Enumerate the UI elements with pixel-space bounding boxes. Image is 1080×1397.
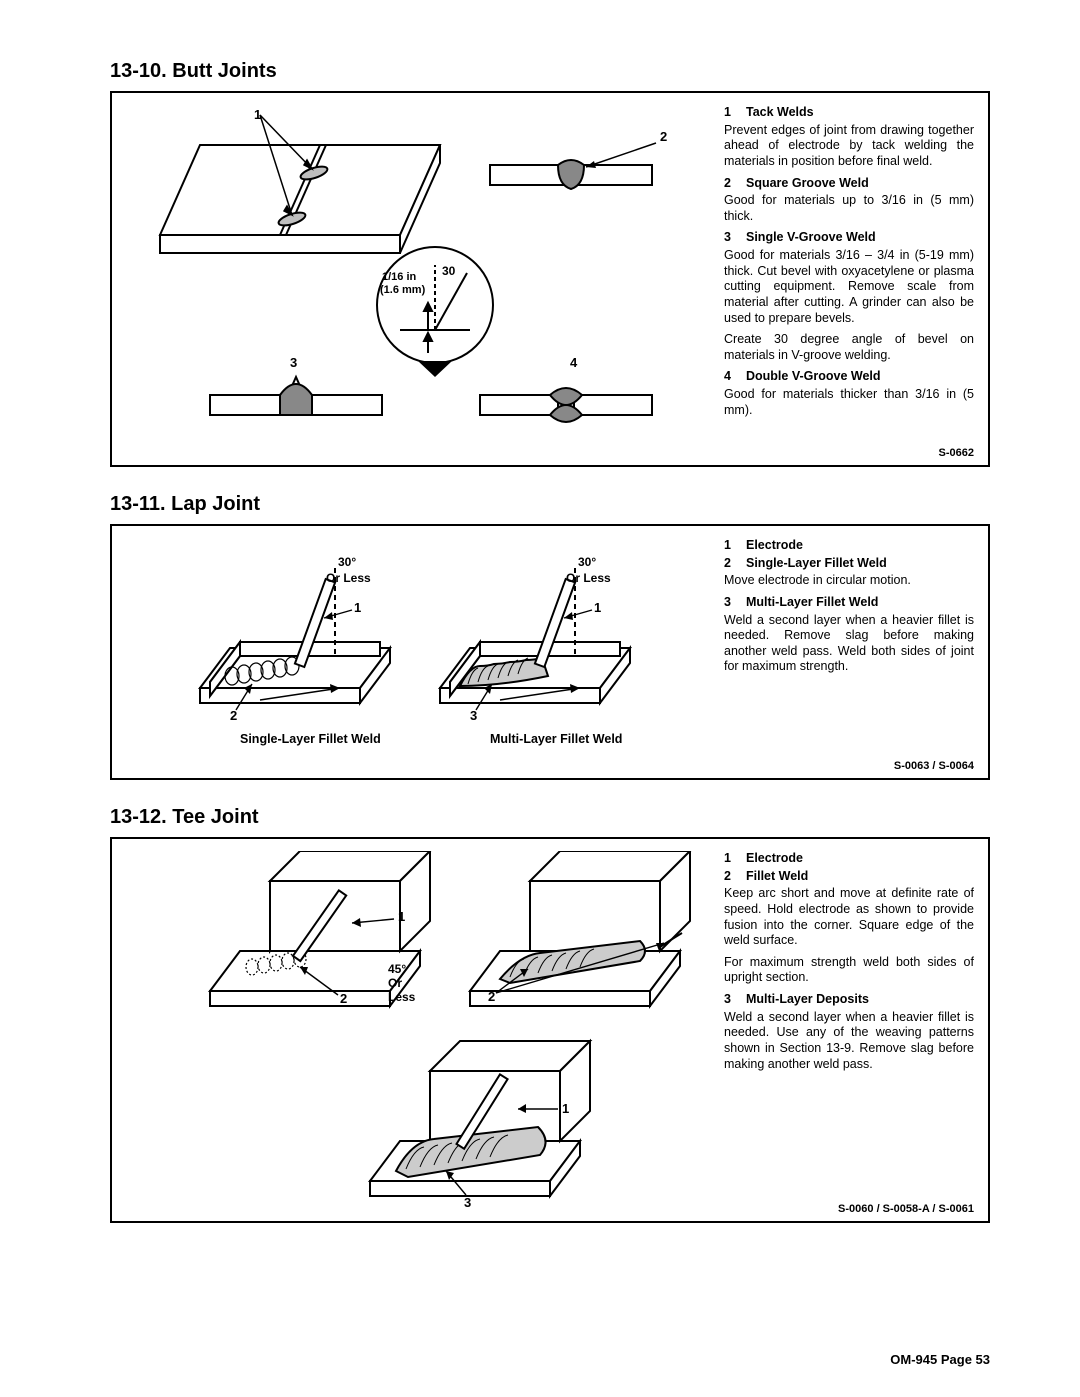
caption-lap-2: Multi-Layer Fillet Weld <box>490 732 622 746</box>
label-butt-4: 4 <box>570 355 578 370</box>
page: 13-10. Butt Joints <box>0 0 1080 1289</box>
text-col-lap: 1Electrode 2Single-Layer Fillet Weld Mov… <box>724 538 974 768</box>
label-tee-1a: 1 <box>398 909 405 924</box>
page-footer: OM-945 Page 53 <box>890 1352 990 1367</box>
label-lap-orless2: Or Less <box>566 571 611 585</box>
ref-code-tee: S-0060 / S-0058-A / S-0061 <box>838 1203 974 1215</box>
label-tee-less: Less <box>388 990 416 1004</box>
diagram-lap: 30° Or Less 1 2 <box>126 538 714 768</box>
text-col-tee: 1Electrode 2Fillet Weld Keep arc short a… <box>724 851 974 1211</box>
ref-code-butt: S-0662 <box>939 447 974 459</box>
label-tee-angle: 45° <box>388 962 406 976</box>
label-butt-gap1: 1/16 in <box>382 271 417 283</box>
label-lap-2a: 2 <box>230 708 237 723</box>
section-title-lap: 13-11. Lap Joint <box>110 493 990 516</box>
ref-code-lap: S-0063 / S-0064 <box>894 760 974 772</box>
figure-tee: 1 45° Or Less 2 <box>110 837 990 1223</box>
label-butt-3: 3 <box>290 355 297 370</box>
figure-butt: 1 2 <box>110 91 990 467</box>
label-lap-3b: 3 <box>470 708 477 723</box>
label-lap-1a: 1 <box>354 600 361 615</box>
caption-lap-1: Single-Layer Fillet Weld <box>240 732 381 746</box>
label-lap-orless1: Or Less <box>326 571 371 585</box>
label-tee-2b: 2 <box>488 989 495 1004</box>
label-tee-or: Or <box>388 976 402 990</box>
label-butt-2: 2 <box>660 129 667 144</box>
figure-lap: 30° Or Less 1 2 <box>110 524 990 780</box>
diagram-butt: 1 2 <box>126 105 714 455</box>
label-lap-angle1: 30° <box>338 555 356 569</box>
label-lap-angle2: 30° <box>578 555 596 569</box>
label-butt-gap2: (1.6 mm) <box>380 284 426 296</box>
section-title-tee: 13-12. Tee Joint <box>110 806 990 829</box>
label-tee-1c: 1 <box>562 1101 569 1116</box>
label-tee-3c: 3 <box>464 1195 471 1210</box>
diagram-tee: 1 45° Or Less 2 <box>126 851 714 1211</box>
label-lap-1b: 1 <box>594 600 601 615</box>
text-col-butt: 1Tack Welds Prevent edges of joint from … <box>724 105 974 455</box>
label-butt-angle: 30 <box>442 264 456 278</box>
label-butt-1: 1 <box>254 107 261 122</box>
section-title-butt: 13-10. Butt Joints <box>110 60 990 83</box>
label-tee-2a: 2 <box>340 991 347 1006</box>
